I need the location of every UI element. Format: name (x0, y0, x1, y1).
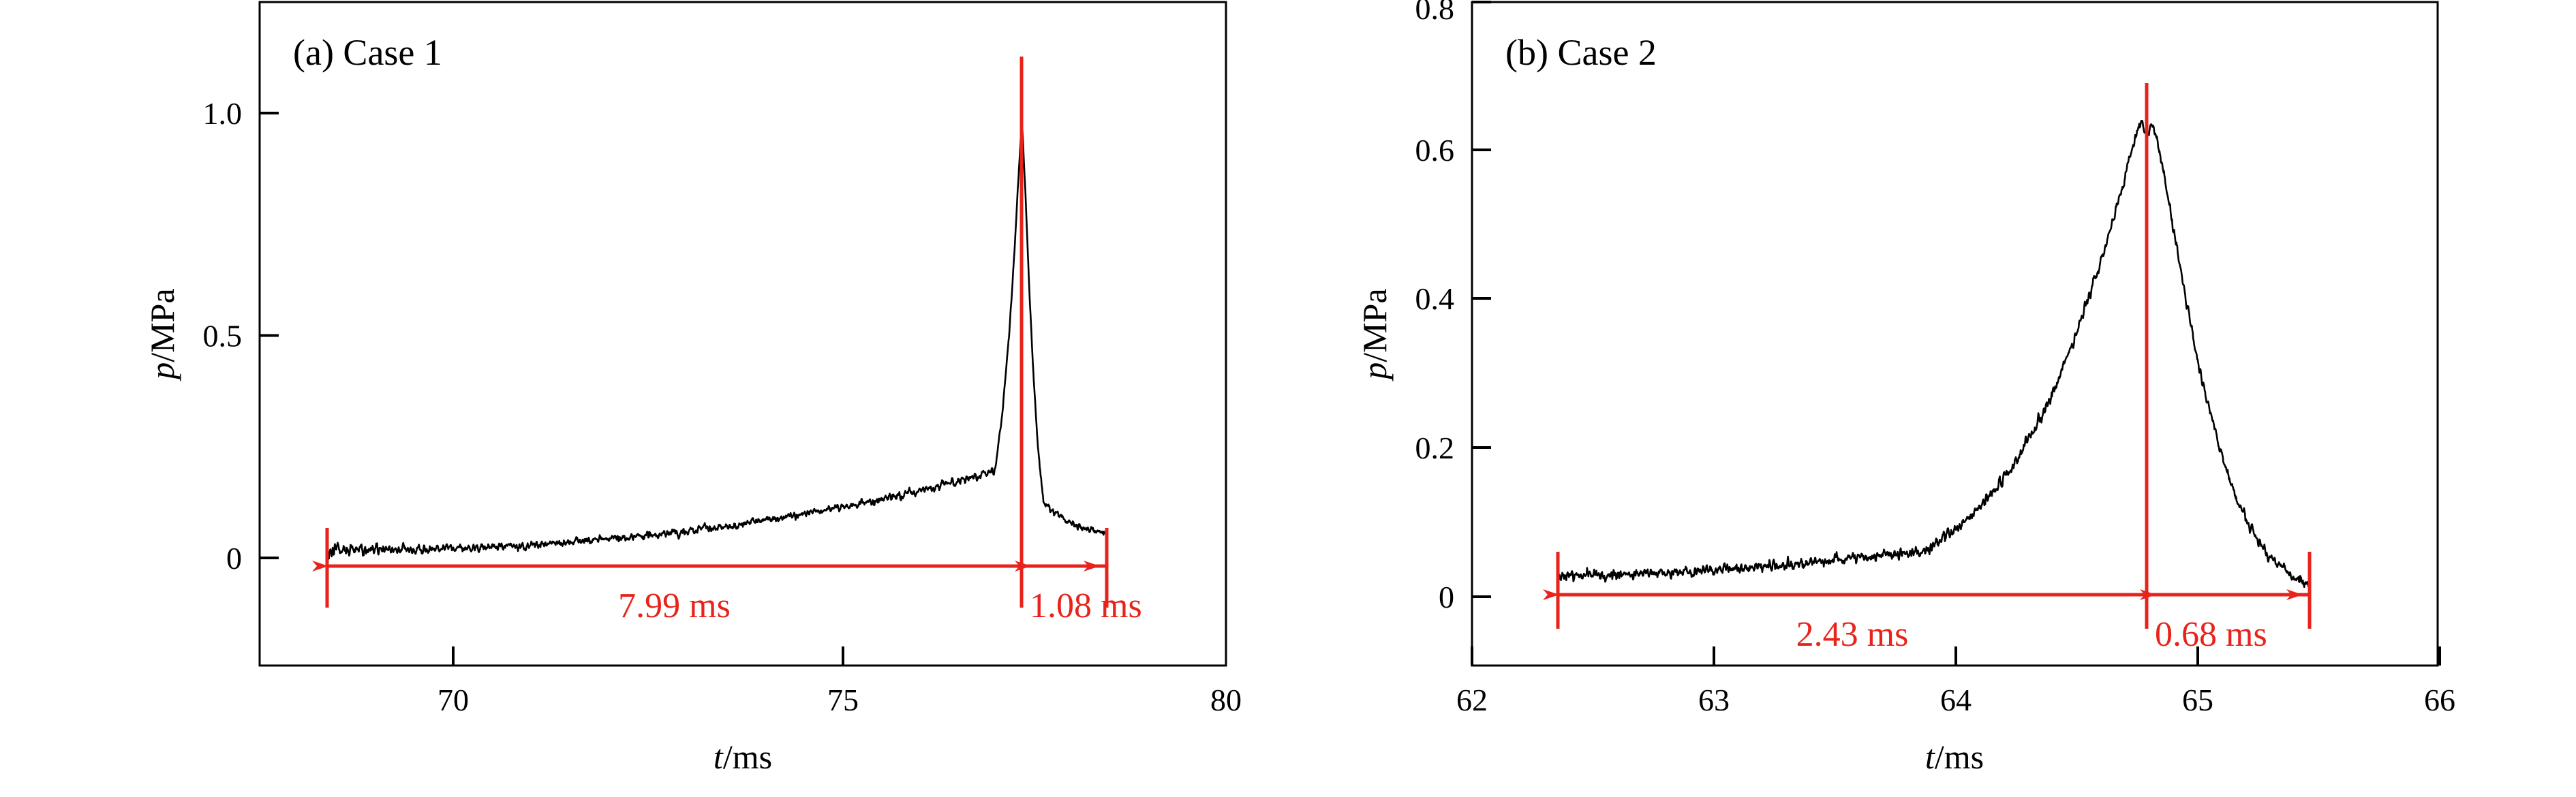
svg-text:75: 75 (827, 683, 859, 717)
svg-text:70: 70 (438, 683, 469, 717)
svg-text:0: 0 (1439, 580, 1454, 614)
svg-text:1.0: 1.0 (203, 96, 243, 131)
svg-text:80: 80 (1210, 683, 1242, 717)
svg-text:0.8: 0.8 (1415, 0, 1455, 26)
svg-text:(b) Case 2: (b) Case 2 (1505, 32, 1657, 73)
svg-text:62: 62 (1456, 683, 1488, 717)
svg-text:63: 63 (1698, 683, 1730, 717)
svg-text:p/MPa: p/MPa (143, 288, 181, 381)
svg-text:0.2: 0.2 (1415, 431, 1455, 465)
svg-text:2.43 ms: 2.43 ms (1796, 615, 1909, 654)
svg-text:7.99 ms: 7.99 ms (618, 587, 731, 625)
svg-text:66: 66 (2424, 683, 2455, 717)
svg-text:1.08 ms: 1.08 ms (1030, 587, 1142, 625)
svg-text:65: 65 (2182, 683, 2213, 717)
svg-text:0.68 ms: 0.68 ms (2155, 615, 2267, 654)
svg-text:(a) Case 1: (a) Case 1 (293, 32, 442, 73)
svg-text:0.5: 0.5 (203, 319, 243, 354)
svg-text:t/ms: t/ms (1925, 738, 1984, 776)
svg-text:64: 64 (1940, 683, 1972, 717)
svg-text:p/MPa: p/MPa (1355, 288, 1394, 381)
svg-text:0: 0 (226, 541, 242, 576)
svg-text:0.6: 0.6 (1415, 133, 1455, 168)
svg-text:0.4: 0.4 (1415, 281, 1455, 316)
svg-text:t/ms: t/ms (714, 738, 772, 776)
